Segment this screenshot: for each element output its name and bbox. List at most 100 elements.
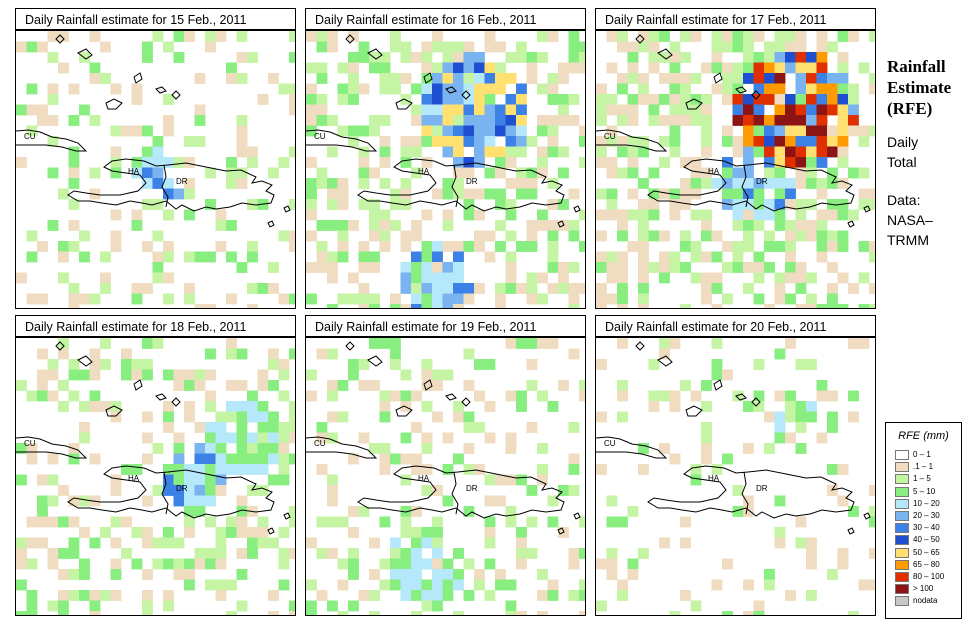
rainfall-cell — [596, 283, 607, 294]
rainfall-cell — [194, 558, 206, 570]
rainfall-cell — [173, 443, 185, 454]
rainfall-cell — [558, 199, 569, 210]
rainfall-cell — [495, 283, 506, 294]
rainfall-cell — [764, 62, 775, 74]
rainfall-cell — [474, 422, 485, 433]
rainfall-cell — [690, 251, 702, 263]
rainfall-cell — [785, 199, 796, 210]
rainfall-cell — [337, 380, 349, 391]
country-label-ha: HA — [418, 167, 430, 176]
rainfall-cell — [369, 569, 380, 580]
rainfall-cell — [547, 115, 559, 126]
rainfall-cell — [795, 411, 807, 423]
rainfall-cell — [617, 220, 628, 231]
rainfall-cell — [764, 52, 775, 63]
rainfall-cell — [774, 73, 786, 84]
rainfall-cell — [58, 241, 69, 252]
rainfall-cell — [764, 443, 775, 454]
rainfall-cell — [411, 527, 422, 538]
rainfall-cell — [47, 369, 59, 381]
rainfall-cell — [579, 157, 585, 168]
rainfall-cell — [442, 136, 454, 147]
product-title: Rainfall Estimate (RFE) — [887, 57, 952, 118]
rainfall-cell — [289, 199, 295, 210]
rainfall-cell — [453, 115, 464, 126]
rainfall-panel: Daily Rainfall estimate for 20 Feb., 201… — [595, 315, 876, 616]
rainfall-cell — [142, 537, 153, 549]
rainfall-cell — [806, 304, 817, 308]
rainfall-cell — [463, 136, 475, 147]
rainfall-cell — [58, 348, 69, 360]
country-label-ha: HA — [128, 474, 140, 483]
rainfall-cell — [463, 590, 475, 601]
rainfall-cell — [411, 506, 422, 517]
rainfall-cell — [596, 146, 607, 158]
rainfall-cell — [421, 369, 433, 381]
rainfall-cell — [215, 590, 227, 601]
rainfall-cell — [379, 411, 391, 423]
rainfall-cell — [16, 548, 27, 559]
rainfall-cell — [795, 537, 807, 549]
rainfall-cell — [358, 157, 370, 168]
legend-item: 0 – 1 — [895, 450, 961, 461]
rainfall-cell — [152, 178, 164, 189]
coastline — [557, 527, 565, 535]
rainfall-cell — [411, 537, 422, 549]
rainfall-cell — [327, 262, 338, 273]
rainfall-cell — [764, 115, 775, 126]
rainfall-cell — [806, 411, 817, 423]
rainfall-cell — [484, 516, 496, 528]
rainfall-cell — [215, 241, 227, 252]
rainfall-cell — [816, 136, 828, 147]
rainfall-cell — [348, 52, 359, 63]
rainfall-cell — [505, 104, 517, 116]
rainfall-cell — [421, 485, 433, 496]
rainfall-cell — [268, 590, 279, 601]
rainfall-cell — [743, 94, 754, 105]
data-source-label: Data: NASA– TRMM — [887, 192, 933, 248]
rainfall-cell — [547, 178, 559, 189]
rainfall-cell — [268, 474, 279, 486]
rainfall-cell — [257, 380, 269, 391]
rainfall-cell — [869, 125, 875, 137]
rainfall-cell — [743, 241, 754, 252]
rainfall-cell — [26, 537, 38, 549]
rainfall-cell — [627, 146, 639, 158]
rainfall-cell — [100, 73, 111, 84]
rainfall-cell — [400, 506, 412, 517]
rainfall-cell — [68, 283, 80, 294]
rainfall-cell — [379, 146, 391, 158]
rainfall-cell — [337, 411, 349, 423]
rainfall-cell — [453, 52, 464, 63]
rainfall-cell — [690, 115, 702, 126]
rainfall-cell — [579, 380, 585, 391]
rainfall-cell — [680, 188, 691, 200]
rainfall-cell — [421, 527, 433, 538]
rainfall-cell — [184, 527, 195, 538]
rainfall-cell — [316, 464, 328, 475]
coastline — [16, 129, 88, 152]
rainfall-cell — [701, 62, 712, 74]
rainfall-cell — [411, 220, 422, 231]
coastline — [67, 158, 275, 212]
rainfall-cell — [774, 115, 786, 126]
rainfall-cell — [47, 548, 59, 559]
rainfall-cell — [579, 136, 585, 147]
rainfall-cell — [236, 136, 248, 147]
rainfall-cell — [390, 293, 401, 305]
rainfall-cell — [26, 390, 38, 402]
rainfall-cell — [37, 115, 48, 126]
rainfall-cell — [173, 558, 185, 570]
rainfall-cell — [753, 83, 765, 95]
rainfall-cell — [495, 293, 506, 305]
rainfall-cell — [764, 146, 775, 158]
rainfall-cell — [680, 115, 691, 126]
rainfall-cell — [463, 422, 475, 433]
rainfall-cell — [505, 178, 517, 189]
rainfall-cell — [58, 401, 69, 412]
rainfall-cell — [184, 516, 195, 528]
rainfall-cell — [152, 157, 164, 168]
rainfall-cell — [606, 62, 618, 74]
rainfall-cell — [442, 220, 454, 231]
rainfall-cell — [463, 52, 475, 63]
